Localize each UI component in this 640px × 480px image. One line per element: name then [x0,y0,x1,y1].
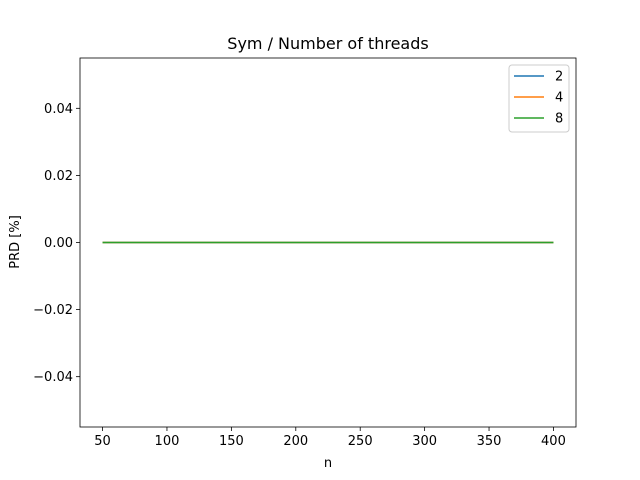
x-tick-label: 100 [155,434,180,449]
y-axis-label: PRD [%] [8,215,23,269]
legend-box [508,64,570,133]
y-axis-ticks: −0.04 −0.02 0.00 0.02 0.04 [33,102,80,385]
y-tick-label: −0.02 [33,303,73,318]
y-tick-label: 0.02 [44,169,73,184]
y-tick-label: −0.04 [33,370,73,385]
x-tick-label: 400 [541,434,566,449]
legend-label-4: 4 [555,91,563,106]
x-tick-label: 300 [412,434,437,449]
legend-label-8: 8 [555,112,563,127]
x-tick-label: 250 [348,434,373,449]
legend-label-2: 2 [555,70,563,85]
y-tick-label: 0.04 [44,102,73,117]
x-axis-ticks: 50 100 150 200 250 300 350 400 [94,427,566,449]
y-tick-label: 0.00 [44,236,73,251]
legend: 2 4 8 [508,64,570,133]
x-tick-label: 150 [219,434,244,449]
chart-title: Sym / Number of threads [227,34,428,53]
x-tick-label: 350 [477,434,502,449]
x-tick-label: 50 [94,434,111,449]
x-axis-label: n [324,456,332,471]
x-tick-label: 200 [283,434,308,449]
